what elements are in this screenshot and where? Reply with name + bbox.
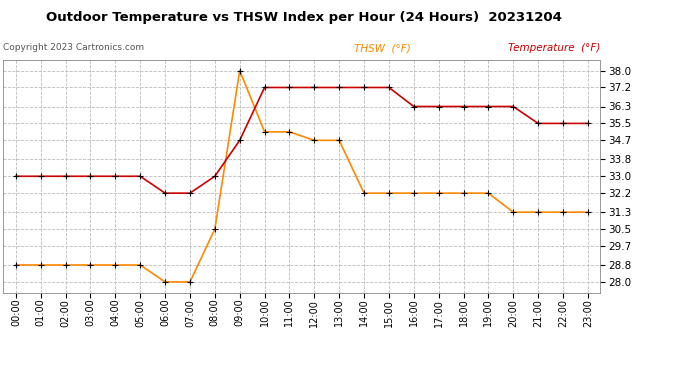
- Text: Copyright 2023 Cartronics.com: Copyright 2023 Cartronics.com: [3, 43, 145, 52]
- Text: Temperature  (°F): Temperature (°F): [508, 43, 600, 53]
- Text: Outdoor Temperature vs THSW Index per Hour (24 Hours)  20231204: Outdoor Temperature vs THSW Index per Ho…: [46, 11, 562, 24]
- Text: THSW  (°F): THSW (°F): [354, 43, 411, 53]
